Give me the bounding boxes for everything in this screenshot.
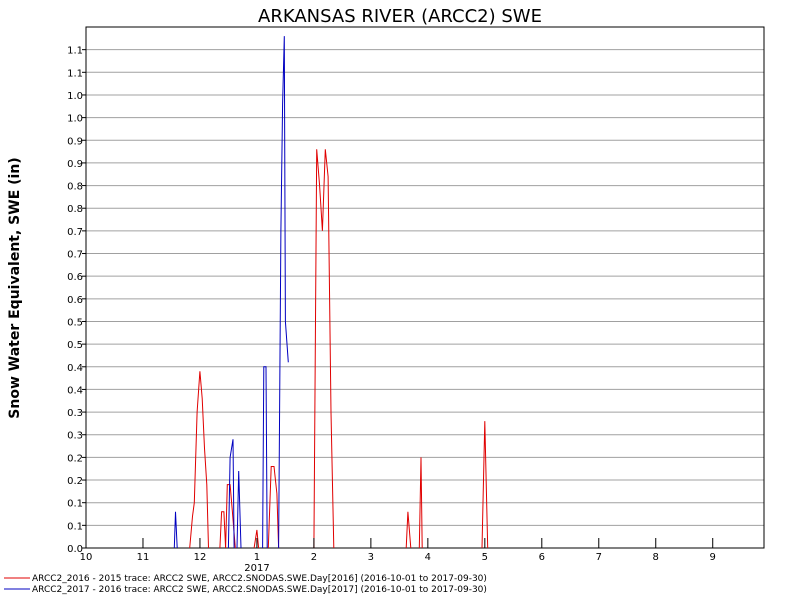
legend: ARCC2_2016 - 2015 trace: ARCC2 SWE, ARCC… xyxy=(4,574,487,595)
y-tick-label: 1.1 xyxy=(67,46,83,57)
series-1-line xyxy=(418,457,423,549)
y-axis-ticks: 0.0 0.1 0.1 0.2 0.2 0.3 0.3 0.4 0.4 0.5 0.5 0.6 0.6 0… xyxy=(67,46,86,555)
y-tick-label: 0.6 xyxy=(67,272,83,283)
x-tick-label: 12 xyxy=(194,552,207,563)
series-1-line xyxy=(405,511,412,549)
series-2-line xyxy=(227,439,235,549)
x-tick-label: 2 xyxy=(311,552,317,563)
chart-title: ARKANSAS RIVER (ARCC2) SWE xyxy=(258,6,542,27)
series-1-line xyxy=(253,529,260,549)
series-1-line xyxy=(313,149,335,549)
series-2-line xyxy=(236,470,242,549)
x-axis-ticks: 10 11 12 1 2 3 4 5 6 7 8 9 xyxy=(80,538,716,563)
y-tick-label: 0.7 xyxy=(67,227,83,238)
y-axis-label: Snow Water Equivalent, SWE (in) xyxy=(7,157,23,418)
y-tick-label: 0.3 xyxy=(67,431,83,442)
legend-entry: ARCC2_2016 - 2015 trace: ARCC2 SWE, ARCC… xyxy=(32,574,487,584)
series-2-line xyxy=(173,511,178,549)
y-tick-label: 0.1 xyxy=(67,521,83,532)
y-tick-label: 0.5 xyxy=(67,317,83,328)
series-1-line xyxy=(189,371,209,549)
y-tick-label: 0.5 xyxy=(67,340,83,351)
y-tick-label: 0.4 xyxy=(67,385,83,396)
y-tick-label: 0.8 xyxy=(67,182,83,193)
series-2-line xyxy=(278,36,289,549)
y-tick-label: 1.0 xyxy=(67,91,83,102)
series-2-line xyxy=(262,366,268,549)
y-tick-label: 0.1 xyxy=(67,499,83,510)
series-1-line xyxy=(219,511,227,549)
y-tick-label: 0.9 xyxy=(67,136,83,147)
y-tick-label: 0.6 xyxy=(67,295,83,306)
x-tick-label: 8 xyxy=(653,552,659,563)
series-1-line xyxy=(481,421,489,549)
y-tick-label: 0.3 xyxy=(67,408,83,419)
y-tick-label: 0.7 xyxy=(67,250,83,261)
plot-area xyxy=(85,26,765,549)
x-tick-label: 7 xyxy=(596,552,602,563)
grid-lines xyxy=(86,49,764,526)
y-tick-label: 0.2 xyxy=(67,453,83,464)
x-tick-label: 1 xyxy=(254,552,260,563)
x-tick-label: 3 xyxy=(368,552,374,563)
y-tick-label: 0.8 xyxy=(67,204,83,215)
x-tick-label: 4 xyxy=(425,552,431,563)
series-1-line xyxy=(267,466,280,549)
x-tick-label: 11 xyxy=(137,552,150,563)
x-tick-label: 9 xyxy=(710,552,716,563)
x-axis-year-label: 2017 xyxy=(244,563,269,574)
series-lines xyxy=(173,36,489,549)
x-tick-label: 5 xyxy=(482,552,488,563)
x-tick-label: 6 xyxy=(539,552,545,563)
y-tick-label: 0.0 xyxy=(67,544,83,555)
x-tick-label: 10 xyxy=(80,552,93,563)
y-tick-label: 0.4 xyxy=(67,363,83,374)
legend-entry: ARCC2_2017 - 2016 trace: ARCC2 SWE, ARCC… xyxy=(32,585,487,595)
y-tick-label: 1.0 xyxy=(67,114,83,125)
y-tick-label: 1.1 xyxy=(67,68,83,79)
y-tick-label: 0.2 xyxy=(67,476,83,487)
y-tick-label: 0.9 xyxy=(67,159,83,170)
